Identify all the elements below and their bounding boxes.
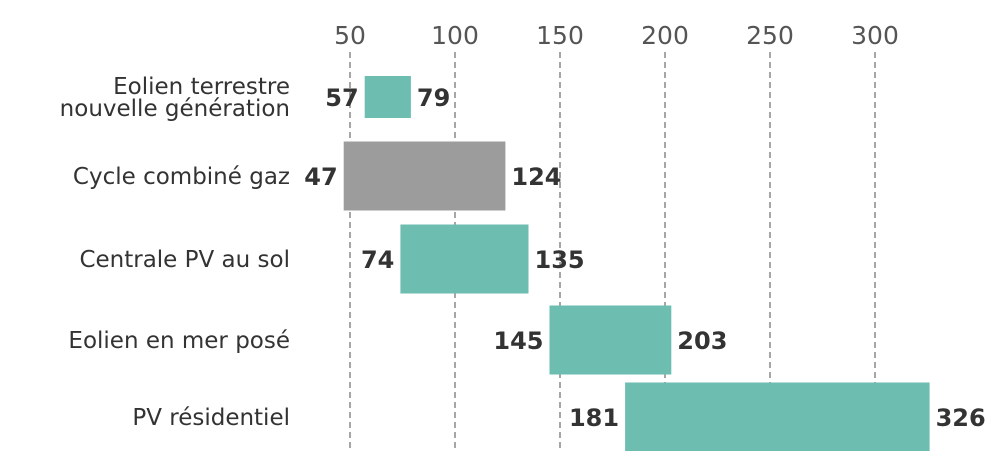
x-tick-label: 200: [641, 21, 689, 50]
range-bar: [625, 382, 930, 452]
tick-layer: 50 100 150 200 250 300: [334, 21, 899, 50]
category-label: Centrale PV au sol: [79, 247, 290, 273]
high-value-label: 135: [535, 246, 585, 274]
range-bar: [343, 141, 506, 211]
category-label: nouvelle génération: [60, 96, 290, 122]
bar-layer: [343, 76, 930, 452]
high-value-label: 326: [936, 404, 986, 432]
high-value-label: 124: [511, 163, 561, 191]
high-value-label: 203: [677, 327, 727, 355]
x-tick-label: 150: [536, 21, 584, 50]
x-tick-label: 100: [431, 21, 479, 50]
x-tick-label: 250: [746, 21, 794, 50]
category-label: Eolien terrestre: [113, 74, 290, 100]
category-label: PV résidentiel: [132, 405, 290, 431]
high-value-label: 79: [417, 84, 450, 112]
x-tick-label: 300: [851, 21, 899, 50]
x-tick-label: 50: [334, 21, 366, 50]
low-value-label: 47: [304, 163, 337, 191]
low-value-label: 145: [493, 327, 543, 355]
range-bar: [549, 305, 672, 375]
range-bar: [400, 224, 529, 294]
category-label: Cycle combiné gaz: [73, 164, 290, 190]
category-label: Eolien en mer posé: [68, 328, 290, 354]
range-bar: [364, 76, 411, 118]
low-value-label: 181: [569, 404, 619, 432]
low-value-label: 74: [361, 246, 394, 274]
low-value-label: 57: [325, 84, 358, 112]
